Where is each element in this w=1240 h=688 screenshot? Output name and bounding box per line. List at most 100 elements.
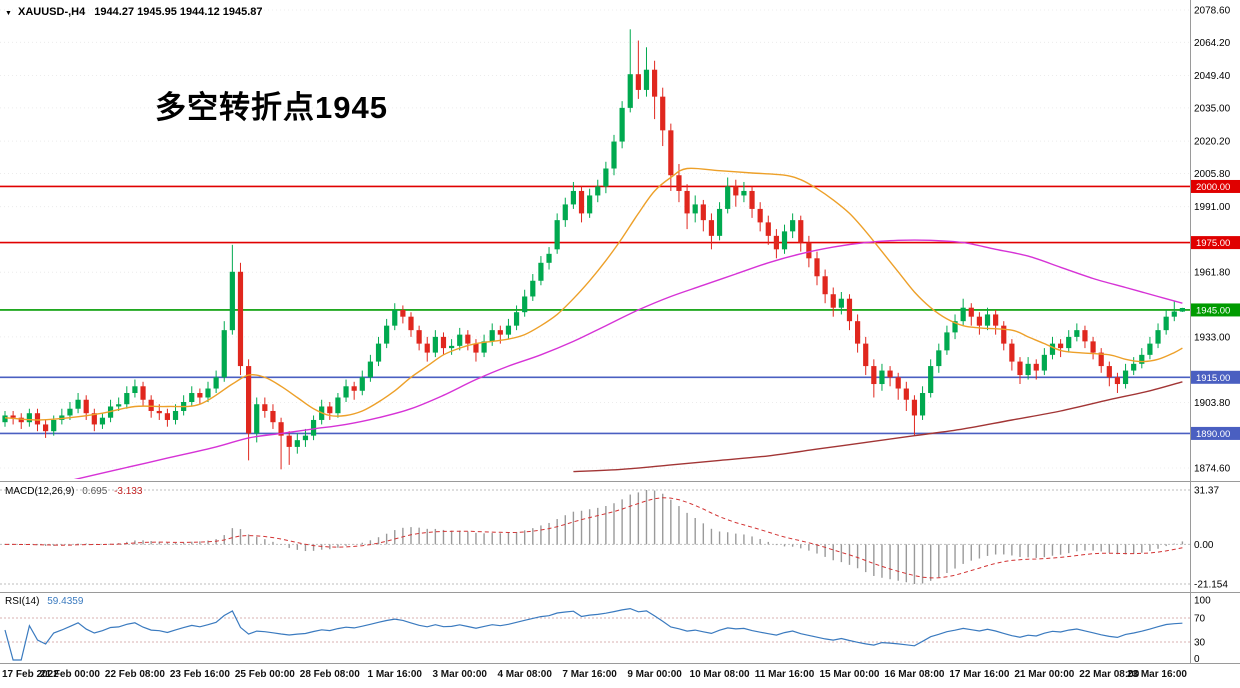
time-axis-label: 22 Mar 08:00 xyxy=(1079,669,1139,680)
candle-bullish xyxy=(172,410,179,420)
candle-bullish xyxy=(790,220,796,232)
candle-bearish xyxy=(1090,341,1096,353)
candle-bullish xyxy=(392,309,398,326)
price-tag xyxy=(1191,236,1240,250)
candle-bullish xyxy=(1074,330,1080,337)
price-axis-label: 2064.20 xyxy=(1194,38,1231,49)
macd-panel: 31.37 0.00 -21.154 xyxy=(0,486,1228,591)
candle-bearish xyxy=(197,393,203,398)
candle-bearish xyxy=(34,413,41,425)
candle-bullish xyxy=(505,325,512,335)
candle-bullish xyxy=(1155,330,1161,344)
price-tag-label: 1915.00 xyxy=(1196,373,1230,384)
rsi-axis-label: 100 xyxy=(1194,596,1211,607)
time-axis-label: 16 Mar 08:00 xyxy=(884,669,944,680)
candle-bullish xyxy=(1179,307,1185,312)
candlestick-series xyxy=(2,29,1185,470)
macd-axis-label: 31.37 xyxy=(1194,486,1219,497)
candle-bearish xyxy=(887,370,893,378)
price-tag xyxy=(1191,303,1240,317)
candle-bearish xyxy=(140,386,146,400)
time-axis-label: 17 Mar 16:00 xyxy=(949,669,1009,680)
price-axis-label: 2049.40 xyxy=(1194,71,1231,82)
panel-separators xyxy=(0,0,1240,664)
candle-bearish xyxy=(846,298,853,322)
candle-bullish xyxy=(367,361,373,378)
candle-bullish xyxy=(1171,311,1177,317)
ma-fast-orange xyxy=(4,167,1183,421)
candle-bearish xyxy=(635,74,641,90)
horizontal-level-lines[interactable] xyxy=(0,185,1190,435)
candle-bearish xyxy=(1058,343,1064,349)
price-gridlines xyxy=(0,9,1190,469)
time-axis-label: 3 Mar 00:00 xyxy=(432,669,487,680)
candle-bullish xyxy=(781,231,788,250)
price-axis[interactable]: 2078.60 2064.20 2049.40 2035.00 2020.20 2005.… xyxy=(1191,6,1240,475)
ma-slow-darkred xyxy=(573,381,1183,473)
candle-bearish xyxy=(668,130,674,176)
time-axis-label: 4 Mar 08:00 xyxy=(497,669,552,680)
rsi-line xyxy=(4,607,1183,661)
time-axis-label: 25 Feb 00:00 xyxy=(235,669,295,680)
price-tag-label: 1975.00 xyxy=(1196,238,1230,249)
candle-bearish xyxy=(733,186,739,196)
candle-bullish xyxy=(75,399,81,409)
time-axis-label: 15 Mar 00:00 xyxy=(819,669,879,680)
candle-bearish xyxy=(164,413,170,420)
candle-bullish xyxy=(1025,363,1031,376)
price-axis-label: 2005.80 xyxy=(1194,169,1231,180)
candle-bullish xyxy=(384,325,390,344)
price-axis-label: 1874.60 xyxy=(1194,464,1231,475)
candle-bearish xyxy=(1106,366,1112,378)
time-axis-label: 21 Feb 00:00 xyxy=(40,669,100,680)
price-axis-label: 2078.60 xyxy=(1194,6,1231,17)
candle-bearish xyxy=(156,410,162,414)
price-tag xyxy=(1191,179,1240,193)
candle-bullish xyxy=(335,397,341,414)
candle-bearish xyxy=(416,330,422,344)
candle-bearish xyxy=(246,366,252,434)
macd-signal-line xyxy=(5,497,1183,579)
candle-bullish xyxy=(189,393,195,402)
time-axis-label: 23 Mar 16:00 xyxy=(1127,669,1187,680)
candle-bullish xyxy=(1041,354,1047,371)
candle-bullish xyxy=(481,341,487,353)
candle-bearish xyxy=(10,415,16,418)
candle-bearish xyxy=(652,69,658,97)
candle-bearish xyxy=(262,404,268,411)
candle-bullish xyxy=(692,204,698,214)
candle-bullish xyxy=(1049,343,1056,355)
candle-bullish xyxy=(1131,363,1137,371)
macd-value-main: 0.695 xyxy=(82,486,107,497)
time-axis-label: 11 Mar 16:00 xyxy=(755,669,815,680)
candle-bullish xyxy=(546,253,552,263)
candle-bearish xyxy=(1001,325,1007,344)
candle-bullish xyxy=(359,377,365,391)
candle-bearish xyxy=(773,235,779,250)
candle-bearish xyxy=(148,399,154,411)
candle-bullish xyxy=(213,377,219,389)
candle-bearish xyxy=(830,294,836,308)
time-axis-label: 1 Mar 16:00 xyxy=(368,669,423,680)
candle-bearish xyxy=(806,242,812,259)
candle-bullish xyxy=(99,417,106,425)
chart-title-line: ▼ XAUUSD-,H4 1944.27 1945.95 1944.12 194… xyxy=(5,6,263,18)
candle-bullish xyxy=(611,141,617,169)
candle-bearish xyxy=(400,309,406,317)
candle-bullish xyxy=(538,262,544,281)
candle-bearish xyxy=(863,343,869,367)
candle-bullish xyxy=(343,386,349,398)
annotation-text[interactable]: 多空转折点1945 xyxy=(155,90,388,125)
candle-bearish xyxy=(708,220,715,236)
candle-bearish xyxy=(465,334,471,344)
time-axis-label: 17 Feb 2022 xyxy=(2,669,59,680)
candle-bearish xyxy=(676,175,682,191)
candle-bullish xyxy=(221,330,227,378)
candle-bearish xyxy=(871,366,877,385)
candle-bearish xyxy=(660,96,666,131)
rsi-value: 59.4359 xyxy=(47,596,84,607)
candle-bullish xyxy=(741,190,747,196)
